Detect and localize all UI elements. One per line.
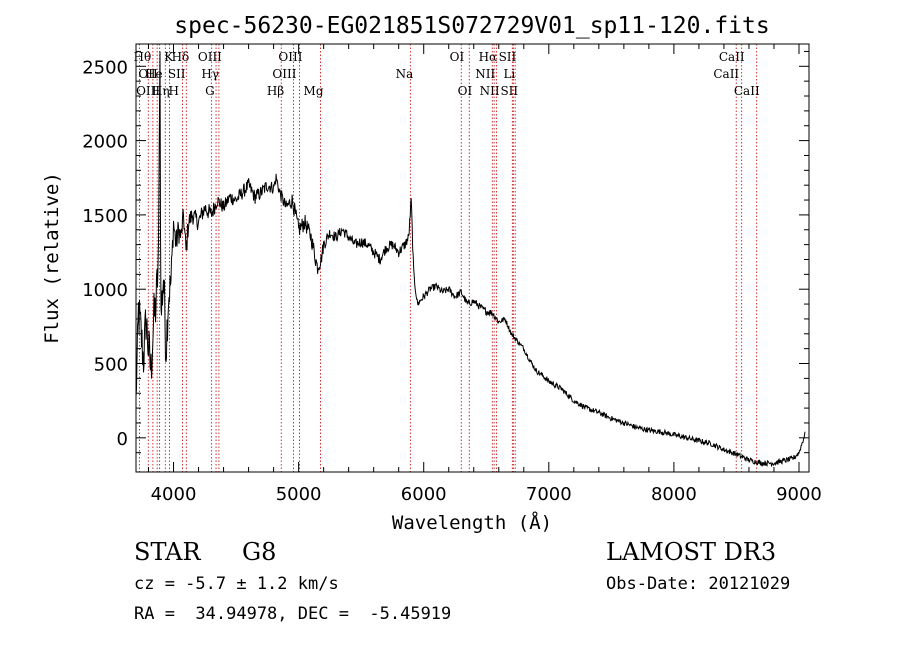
line-label: Li <box>503 67 515 81</box>
emission-line-markers <box>138 44 758 472</box>
coordinates: RA = 34.94978, DEC = -5.45919 <box>134 604 452 624</box>
object-class: STAR <box>134 538 201 566</box>
line-label: Hγ <box>201 67 219 81</box>
object-subclass: G8 <box>242 538 277 566</box>
x-tick-label: 4000 <box>151 484 197 505</box>
line-label: K <box>164 50 174 64</box>
chart-title: spec-56230-EG021851S072729V01_sp11-120.f… <box>174 13 769 39</box>
line-label: He <box>145 67 163 81</box>
obs-date: Obs-Date: 20121029 <box>606 574 791 594</box>
spectrum-series <box>135 51 806 468</box>
line-label: Hη <box>152 84 170 98</box>
y-tick-label: 2500 <box>82 57 128 78</box>
line-label: NII <box>480 84 500 98</box>
line-label: OIII <box>278 50 302 64</box>
line-label: CaII <box>734 84 760 98</box>
y-tick-label: 1000 <box>82 280 128 301</box>
line-label: OI <box>450 50 465 64</box>
survey-name: LAMOST DR3 <box>606 538 777 566</box>
x-tick-label: 5000 <box>276 484 322 505</box>
line-label: G <box>205 84 215 98</box>
line-label: Hθ <box>134 50 152 64</box>
x-tick-label: 9000 <box>776 484 822 505</box>
line-label: Hβ <box>267 84 284 98</box>
y-tick-label: 500 <box>94 355 128 376</box>
redshift-readout: cz = -5.7 ± 1.2 km/s <box>134 574 339 594</box>
line-label: CaII <box>713 67 739 81</box>
line-label: NII <box>475 67 495 81</box>
plot-frame <box>135 43 810 473</box>
x-tick-label: 8000 <box>651 484 697 505</box>
line-label: OIII <box>136 84 160 98</box>
line-label: SII <box>499 50 517 64</box>
y-tick-label: 2000 <box>82 132 128 153</box>
line-label: OII <box>138 67 158 81</box>
line-label: CaII <box>719 50 745 64</box>
line-label: Hδ <box>172 50 190 64</box>
x-tick-label: 6000 <box>401 484 447 505</box>
y-tick-label: 1500 <box>82 206 128 227</box>
y-axis-label: Flux (relative) <box>41 172 63 344</box>
line-label: OIII <box>272 67 296 81</box>
line-label: Mg <box>304 84 324 98</box>
line-label: OI <box>458 84 473 98</box>
y-tick-label: 0 <box>117 429 128 450</box>
line-label: Hα <box>479 50 498 64</box>
line-label: Na <box>396 67 414 81</box>
line-label: SII <box>168 67 186 81</box>
line-label: SII <box>500 84 518 98</box>
line-label: H <box>169 84 179 98</box>
y-axis: 0 500 1000 1500 2000 2500 <box>82 50 809 454</box>
spectrum-line <box>135 51 806 468</box>
spectrum-chart: spec-56230-EG021851S072729V01_sp11-120.f… <box>41 13 822 534</box>
x-axis-label: Wavelength (Å) <box>392 511 552 534</box>
x-axis: 4000 5000 6000 7000 8000 9000 <box>148 44 822 505</box>
line-label: OIII <box>198 50 222 64</box>
x-tick-label: 7000 <box>526 484 572 505</box>
